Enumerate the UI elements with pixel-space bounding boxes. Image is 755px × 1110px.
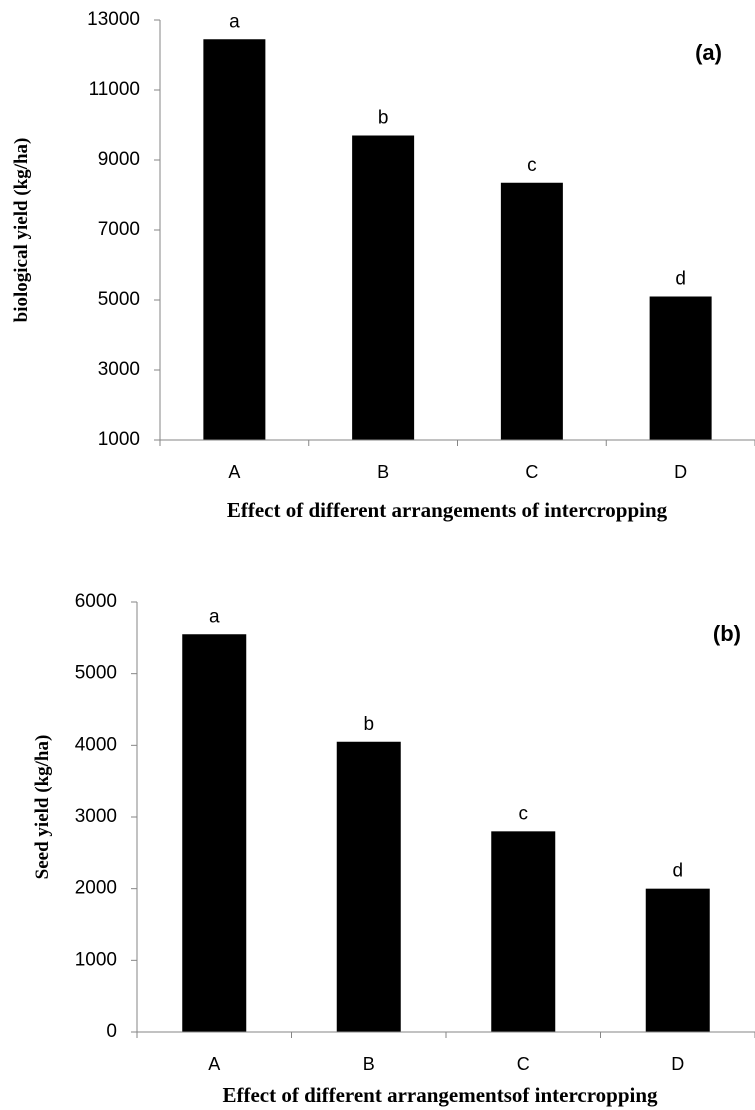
y-axis-title-a: biological yield (kg/ha) <box>11 138 32 323</box>
bar-B <box>336 741 401 1032</box>
bar-label-B: b <box>363 714 374 735</box>
y-tick-label: 9000 <box>98 149 140 170</box>
x-ticks-b: A B C D <box>136 1032 755 1074</box>
bar-A <box>182 634 247 1032</box>
y-tick-label: 2000 <box>75 878 117 899</box>
panel-label-a: (a) <box>695 40 722 65</box>
x-tick-label: D <box>674 462 687 482</box>
y-tick-label: 5000 <box>98 289 140 310</box>
x-tick-label: B <box>377 462 389 482</box>
y-tick-label: 3000 <box>75 806 117 827</box>
x-axis-title-a: Effect of different arrangements of inte… <box>227 498 668 522</box>
bar-D <box>645 888 710 1032</box>
bar-label-D: d <box>675 269 686 290</box>
y-tick-label: 1000 <box>75 949 117 970</box>
bar-D <box>649 296 712 440</box>
y-tick-label: 3000 <box>98 359 140 380</box>
y-tick-label: 13000 <box>87 9 140 30</box>
x-tick-label: D <box>671 1054 684 1074</box>
bar-label-D: d <box>672 861 683 882</box>
bar-C <box>500 182 563 440</box>
x-axis-title-b: Effect of different arrangementsof inter… <box>222 1083 658 1107</box>
bars-a: a b c d <box>203 11 712 440</box>
y-tick-label: 6000 <box>75 591 117 612</box>
bar-label-C: c <box>527 155 537 176</box>
bar-C <box>491 831 556 1032</box>
bar-label-A: a <box>209 606 220 627</box>
y-ticks-b: 0 1000 2000 3000 4000 5000 6000 <box>75 591 137 1042</box>
y-tick-label: 5000 <box>75 663 117 684</box>
x-tick-label: B <box>363 1054 375 1074</box>
x-ticks-a: A B C D <box>159 440 755 482</box>
bar-A <box>203 39 266 440</box>
y-tick-label: 0 <box>106 1021 117 1042</box>
y-axis-title-b: Seed yield (kg/ha) <box>32 735 53 880</box>
panel-label-b: (b) <box>713 621 741 646</box>
bar-label-C: c <box>519 803 529 824</box>
y-ticks-a: 1000 3000 5000 7000 9000 11000 13000 <box>87 9 160 450</box>
bar-B <box>352 135 415 440</box>
y-tick-label: 11000 <box>89 79 140 100</box>
x-tick-label: C <box>517 1054 530 1074</box>
bar-label-A: a <box>229 11 240 32</box>
x-tick-label: A <box>208 1054 220 1074</box>
x-tick-label: A <box>228 462 240 482</box>
y-tick-label: 7000 <box>98 219 140 240</box>
bars-b: a b c d <box>182 606 710 1032</box>
x-tick-label: C <box>525 462 538 482</box>
y-tick-label: 1000 <box>98 429 140 450</box>
bar-label-B: b <box>378 108 389 129</box>
y-tick-label: 4000 <box>75 734 117 755</box>
